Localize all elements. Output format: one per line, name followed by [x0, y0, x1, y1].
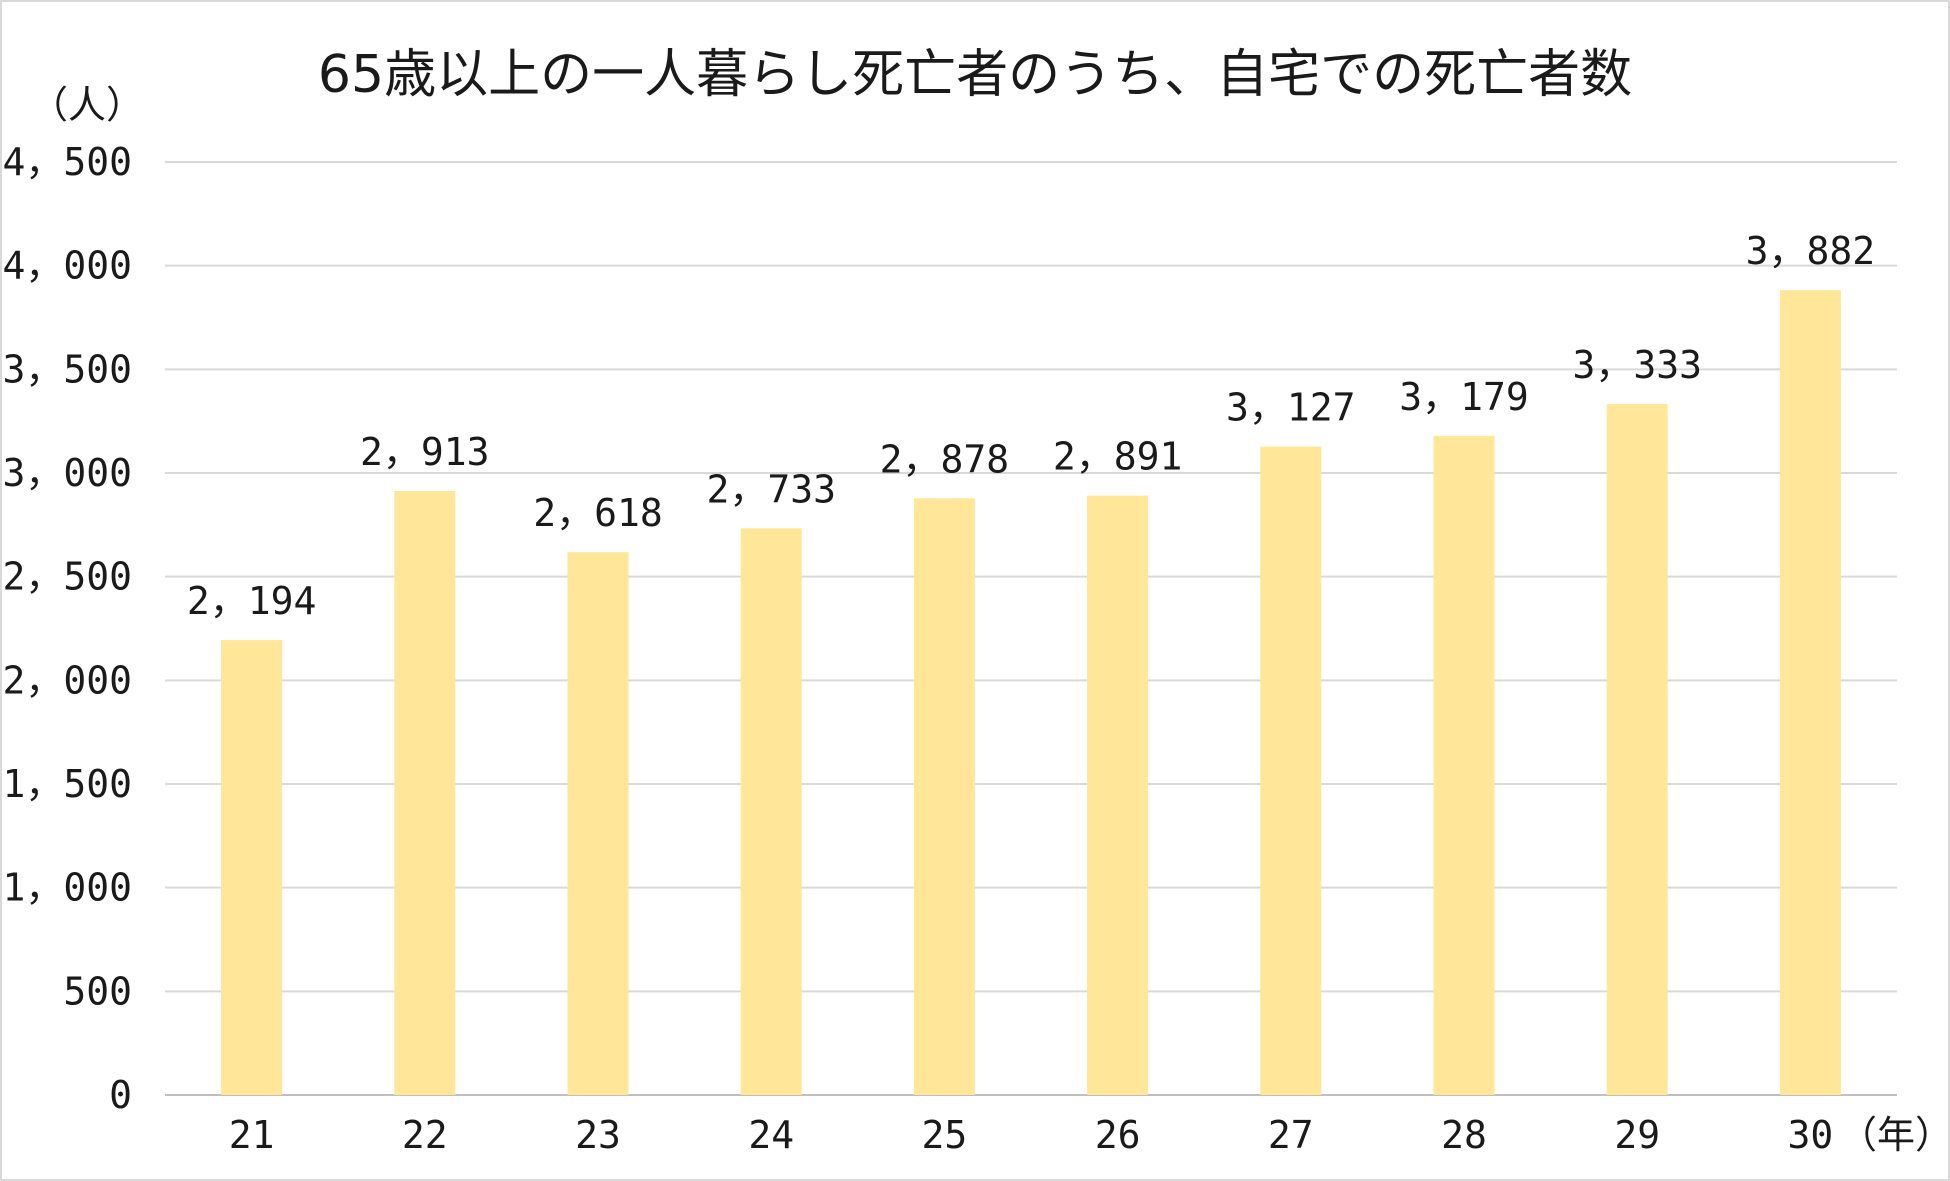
x-tick-label: 27	[1268, 1113, 1314, 1157]
x-tick-label: 26	[1095, 1113, 1141, 1157]
data-label: 2，878	[880, 437, 1010, 481]
x-tick-label: 29	[1614, 1113, 1660, 1157]
y-tick-label: 500	[63, 969, 132, 1013]
bar	[1087, 495, 1149, 1095]
x-tick-label: 25	[922, 1113, 968, 1157]
data-label: 2，913	[360, 430, 490, 474]
x-tick-label: 24	[748, 1113, 794, 1157]
y-tick-label: 3，500	[2, 347, 132, 391]
y-tick-label: 1，000	[2, 866, 132, 910]
y-axis-ticks: 0 500 1，000 1，500 2，000 2，500 3，000 3，500 4，000 4…	[2, 140, 132, 1117]
data-label: 2，733	[706, 467, 836, 511]
data-labels: 2，194 2，913 2，618 2，733 2，878 2，891 3，127 3，179…	[187, 229, 1875, 623]
bar	[567, 552, 629, 1095]
data-label: 3，127	[1226, 386, 1356, 430]
bar	[740, 528, 802, 1095]
y-tick-label: 1，500	[2, 762, 132, 806]
y-tick-label: 4，500	[2, 140, 132, 184]
x-tick-label: 28	[1441, 1113, 1487, 1157]
bar	[1433, 435, 1495, 1095]
x-axis-ticks: 21 22 23 24 25 26 27 28 29 30	[229, 1113, 1834, 1157]
y-tick-label: 2，500	[2, 555, 132, 599]
y-tick-label: 4，000	[2, 244, 132, 288]
x-tick-label: 22	[402, 1113, 448, 1157]
y-axis-unit-label: （人）	[30, 83, 144, 127]
x-axis-unit-label: （年）	[1839, 1113, 1948, 1157]
y-tick-label: 2，000	[2, 658, 132, 702]
chart-title: 65歳以上の一人暮らし死亡者のうち、自宅での死亡者数	[318, 45, 1632, 105]
bar	[221, 640, 283, 1095]
data-label: 2，891	[1053, 435, 1183, 479]
bar	[394, 491, 456, 1096]
bar	[1260, 446, 1322, 1095]
y-tick-label: 3，000	[2, 451, 132, 495]
bar	[1606, 403, 1668, 1095]
data-label: 3，179	[1399, 375, 1529, 419]
bar	[1779, 290, 1841, 1096]
data-label: 3，333	[1572, 343, 1702, 387]
data-label: 3，882	[1746, 229, 1876, 273]
x-tick-label: 23	[575, 1113, 621, 1157]
data-label: 2，194	[187, 579, 317, 623]
bars	[221, 290, 1841, 1096]
y-tick-label: 0	[109, 1073, 132, 1117]
bar	[913, 498, 975, 1095]
x-tick-label: 21	[229, 1113, 275, 1157]
data-label: 2，618	[533, 491, 663, 535]
x-tick-label: 30	[1788, 1113, 1834, 1157]
